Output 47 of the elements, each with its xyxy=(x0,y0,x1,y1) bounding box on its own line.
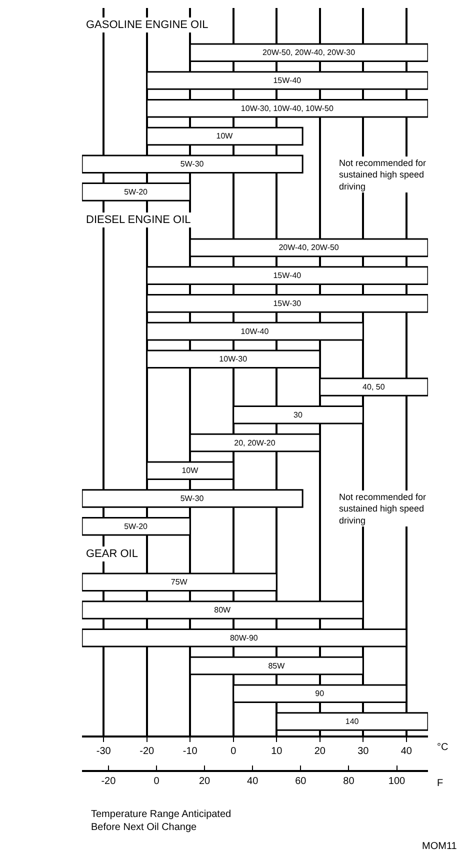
x-tick-label: 10 xyxy=(271,746,283,758)
y-tick-label: 80W-90 xyxy=(230,633,258,642)
y-tick-label: 10W-30 xyxy=(219,354,248,364)
x2-tick-label: 0 xyxy=(154,776,160,787)
y-tick-label: 15W-40 xyxy=(273,271,302,280)
y-tick-label: 75W xyxy=(170,578,188,587)
y-tick-label: 15W-40 xyxy=(273,76,302,85)
y-tick-label: 10W xyxy=(182,466,199,476)
annotation: GASOLINE ENGINE OIL xyxy=(86,19,208,31)
x-tick-label: 0 xyxy=(230,746,237,758)
y-tick-label: 10W-40 xyxy=(240,326,270,336)
x-tick-label: -30 xyxy=(96,746,112,758)
x-tick-label: 30 xyxy=(358,746,370,758)
y-tick-label: 5W-30 xyxy=(180,494,204,504)
y-tick-label: 80W xyxy=(214,606,232,615)
y-tick-label: 5W-20 xyxy=(124,522,148,531)
y-tick-label: 5W-30 xyxy=(180,160,204,169)
x-tick-label: 40 xyxy=(400,746,412,758)
x-tick-label: -20 xyxy=(140,746,155,758)
x2-tick-label: -20 xyxy=(101,776,116,787)
annotation: Not recommended for sustained high speed driving xyxy=(339,492,426,526)
annotation: GEAR OIL xyxy=(86,548,138,560)
x2-tick-label: 20 xyxy=(198,776,211,787)
text: Temperature Range Anticipated Before Next Oil Change xyxy=(91,809,232,833)
text: MOM11 xyxy=(422,841,458,852)
y-tick-label: 30 xyxy=(294,410,303,420)
x-tick-label: 20 xyxy=(314,746,326,758)
x2-tick-label: 100 xyxy=(388,776,406,787)
y-tick-label: 20W-40, 20W-50 xyxy=(278,243,340,252)
y-tick-label: 20W-50, 20W-40, 20W-30 xyxy=(262,48,356,58)
x2-axis-title: F xyxy=(437,778,444,789)
y-tick-label: 90 xyxy=(315,689,325,698)
annotation: Not recommended for sustained high speed driving xyxy=(339,158,426,192)
x2-tick-label: 40 xyxy=(247,776,259,787)
y-tick-label: 10W-30, 10W-40, 10W-50 xyxy=(240,104,334,113)
x-axis-title: °C xyxy=(437,742,448,753)
y-tick-label: 15W-30 xyxy=(273,298,302,308)
x2-tick-label: 80 xyxy=(343,776,355,787)
annotation: DIESEL ENGINE OIL xyxy=(86,214,191,226)
y-tick-label: 10W xyxy=(216,132,234,141)
y-tick-label: 20, 20W-20 xyxy=(234,438,276,448)
x2-tick-label: 60 xyxy=(295,776,307,787)
x-tick-label: -10 xyxy=(182,746,198,758)
y-tick-label: 140 xyxy=(345,716,360,726)
y-tick-label: 40, 50 xyxy=(362,382,386,392)
y-tick-label: 5W-20 xyxy=(124,187,148,196)
y-tick-label: 85W xyxy=(268,661,286,670)
